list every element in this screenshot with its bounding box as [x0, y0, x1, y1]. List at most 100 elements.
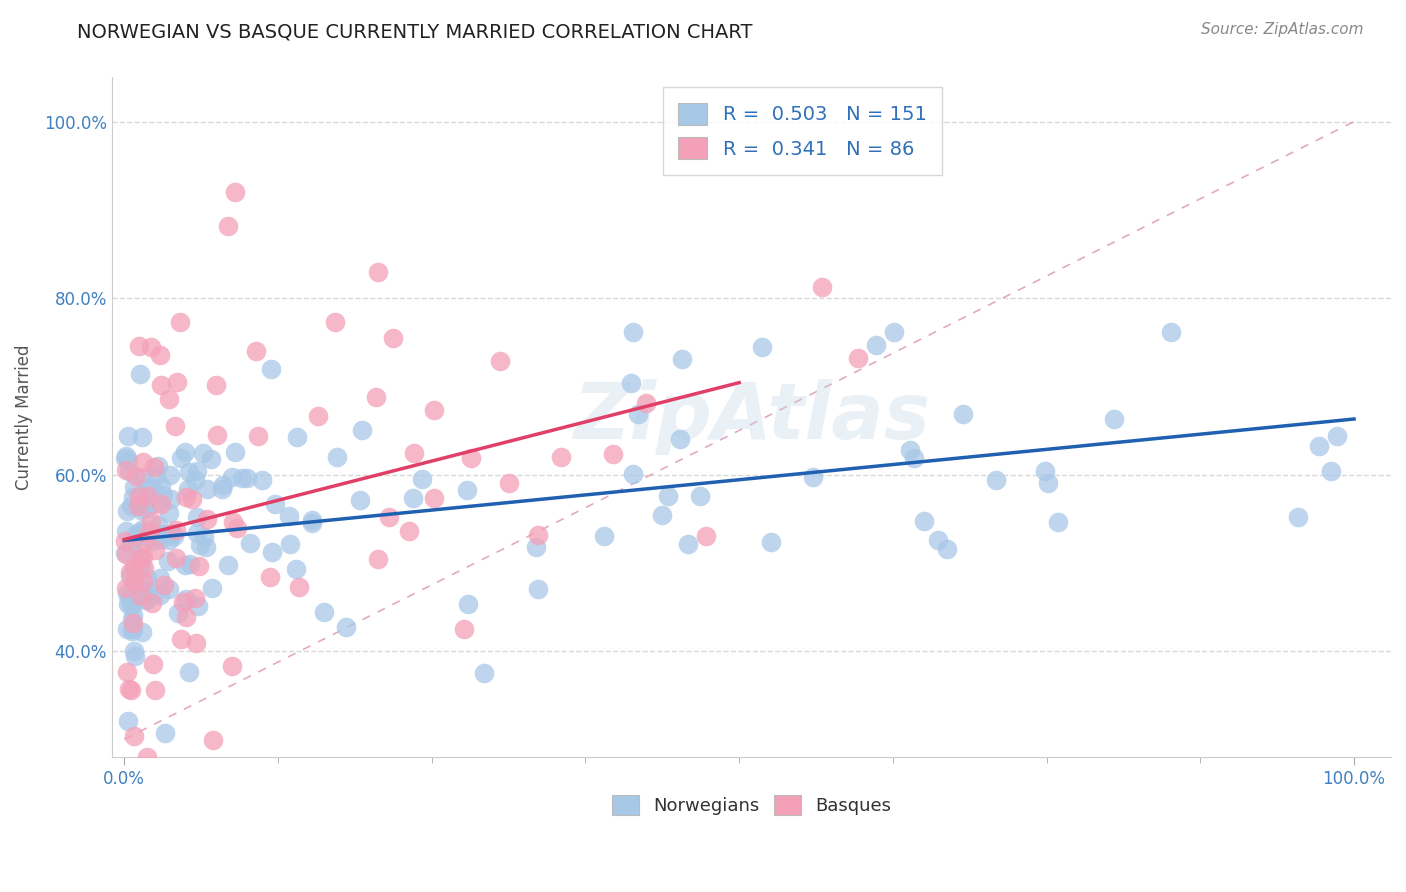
Point [312, 605, 335, 619]
Point [120, 597, 142, 611]
Y-axis label: Currently Married: Currently Married [15, 344, 32, 490]
Point [498, 475, 520, 490]
Point [262, 545, 284, 559]
Point [117, 597, 139, 611]
Point [157, 392, 180, 407]
Point [422, 402, 444, 417]
Point [114, 451, 136, 466]
Point [224, 185, 246, 199]
Point [142, 657, 165, 672]
Point [453, 622, 475, 636]
Point [118, 682, 141, 697]
Point [120, 569, 142, 583]
Point [472, 665, 495, 680]
Point [129, 550, 152, 565]
Point [159, 467, 181, 482]
Point [602, 447, 624, 461]
Point [181, 491, 204, 506]
Point [115, 462, 138, 476]
Point [143, 683, 166, 698]
Point [170, 632, 193, 647]
Point [124, 560, 146, 574]
Point [912, 514, 935, 528]
Point [402, 491, 425, 505]
Point [128, 551, 150, 566]
Point [114, 546, 136, 560]
Point [259, 362, 281, 376]
Point [124, 469, 146, 483]
Point [226, 521, 249, 535]
Point [132, 585, 155, 599]
Point [527, 582, 550, 596]
Point [118, 591, 141, 606]
Point [307, 409, 329, 424]
Point [115, 524, 138, 538]
Point [676, 536, 699, 550]
Point [127, 500, 149, 514]
Point [627, 407, 650, 421]
Point [149, 588, 172, 602]
Point [278, 537, 301, 551]
Point [149, 571, 172, 585]
Point [143, 496, 166, 510]
Point [460, 451, 482, 466]
Point [900, 443, 922, 458]
Point [235, 471, 257, 485]
Point [222, 515, 245, 529]
Point [115, 503, 138, 517]
Point [114, 534, 136, 549]
Point [935, 541, 957, 556]
Point [201, 581, 224, 595]
Point [247, 429, 270, 443]
Point [149, 479, 172, 493]
Point [810, 280, 832, 294]
Point [115, 665, 138, 679]
Point [221, 470, 243, 484]
Point [183, 473, 205, 487]
Point [285, 430, 308, 444]
Point [184, 591, 207, 605]
Point [163, 528, 186, 542]
Point [141, 339, 163, 353]
Point [132, 497, 155, 511]
Point [751, 340, 773, 354]
Point [150, 377, 173, 392]
Point [205, 378, 228, 392]
Point [172, 595, 194, 609]
Point [122, 644, 145, 658]
Point [323, 315, 346, 329]
Point [117, 453, 139, 467]
Point [120, 683, 142, 698]
Point [174, 490, 197, 504]
Point [211, 482, 233, 496]
Point [135, 502, 157, 516]
Point [335, 620, 357, 634]
Point [138, 481, 160, 495]
Point [651, 508, 673, 522]
Point [122, 480, 145, 494]
Point [124, 575, 146, 590]
Point [186, 635, 208, 649]
Point [252, 473, 274, 487]
Point [177, 665, 200, 679]
Point [231, 470, 253, 484]
Point [152, 488, 174, 502]
Point [301, 516, 323, 531]
Point [121, 608, 143, 623]
Point [903, 450, 925, 465]
Point [524, 540, 547, 554]
Point [170, 450, 193, 465]
Point [128, 489, 150, 503]
Point [217, 558, 239, 572]
Point [141, 596, 163, 610]
Point [135, 592, 157, 607]
Point [695, 529, 717, 543]
Point [118, 537, 141, 551]
Point [121, 624, 143, 638]
Point [159, 491, 181, 506]
Point [259, 570, 281, 584]
Point [129, 558, 152, 573]
Point [115, 623, 138, 637]
Point [136, 489, 159, 503]
Point [217, 219, 239, 233]
